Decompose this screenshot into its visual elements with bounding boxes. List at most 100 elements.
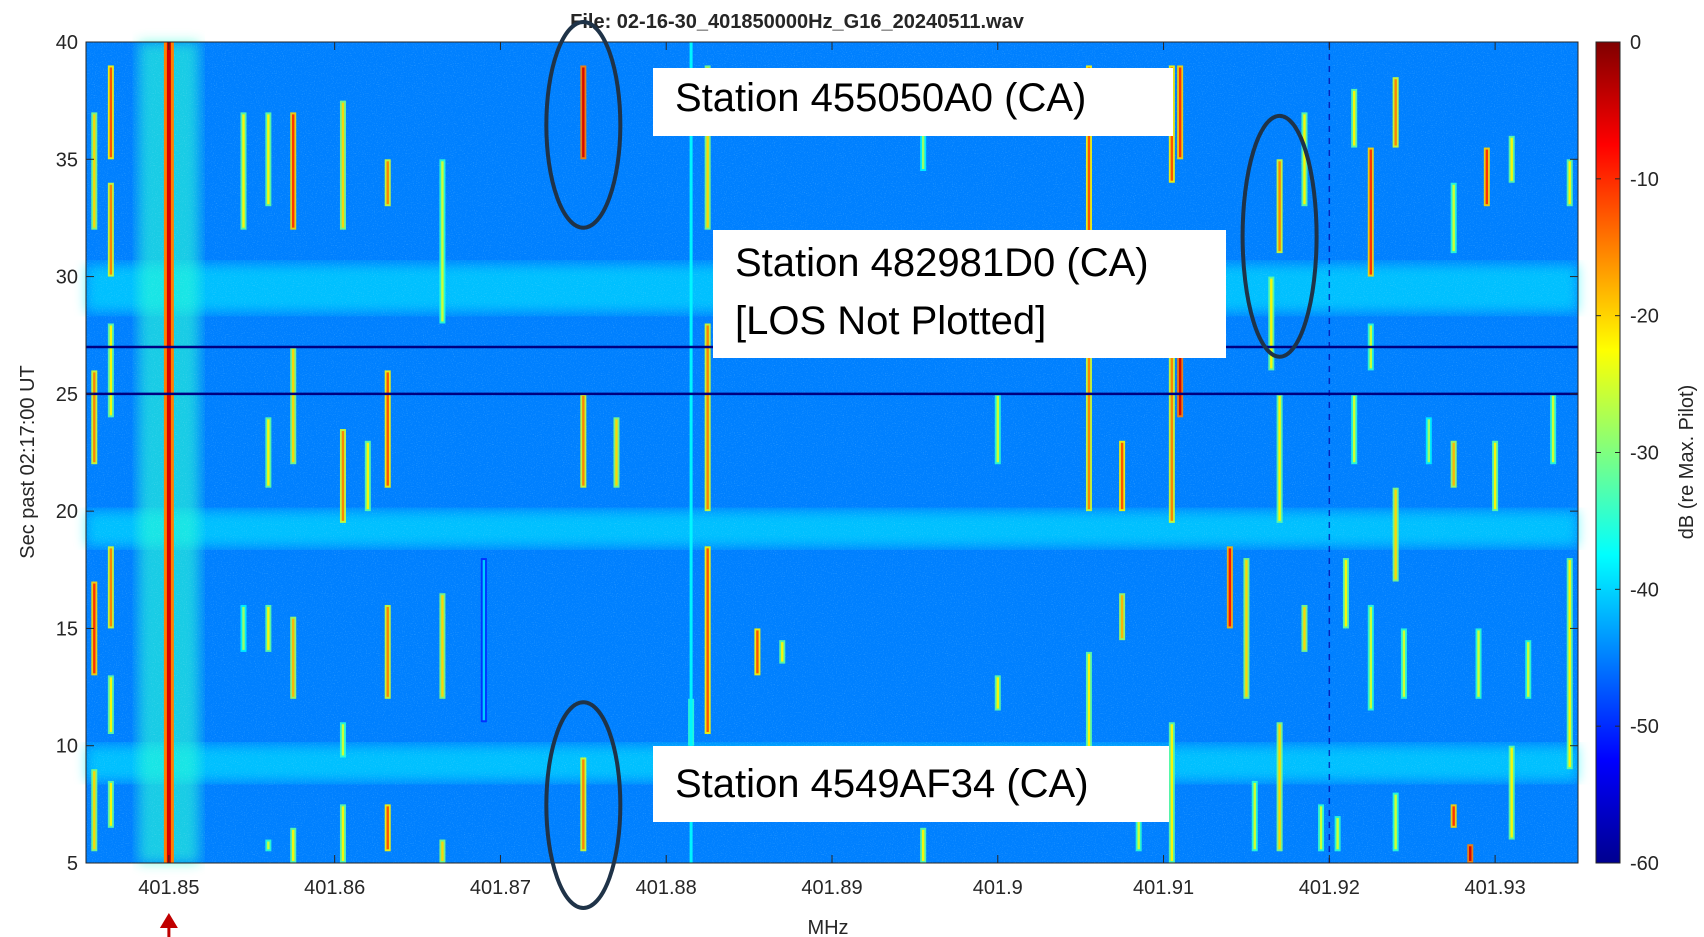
signal-trace-core [1278,395,1281,521]
signal-trace-core [921,829,925,861]
y-tick-label: 15 [56,618,78,640]
signal-trace-core [1353,90,1356,146]
signal-trace-core [109,677,113,732]
signal-trace-core [341,806,345,861]
signal-trace-core [1245,560,1248,697]
y-axis: 5 10 15 20 25 30 35 40 [56,32,1578,875]
annotation-station-455050a0: Station 455050A0 (CA) [653,68,1173,136]
signal-trace-core [1303,606,1306,650]
annotation-station-482981d0: Station 482981D0 (CA) [LOS Not Plotted] [713,230,1226,358]
signal-trace-core [109,184,113,275]
signal-trace-core [1178,67,1182,158]
x-tick-label: 401.87 [470,877,531,899]
signal-trace-core [1452,184,1455,252]
signal-trace-core [1394,489,1397,580]
signal-trace-core [1087,325,1091,510]
annotation-ellipse [544,20,623,230]
signal-trace-core [996,677,999,709]
signal-trace-core [1568,560,1571,768]
signal-trace-core [1510,137,1513,181]
signal-trace-core [1452,442,1455,486]
signal-trace-core [242,114,245,228]
colorbar-tick-label: -40 [1630,579,1659,601]
signal-trace-core [109,325,113,416]
signal-trace-core [1319,806,1323,850]
signal-trace-core [1278,161,1281,252]
colorbar-tick-label: -60 [1630,853,1659,875]
signal-trace-core [582,67,585,158]
colorbar-tick-label: -30 [1630,443,1659,465]
annotation-text: Station 482981D0 (CA) [735,241,1149,285]
carrier-line [689,42,693,863]
signal-trace-core [756,630,759,674]
y-tick-label: 40 [56,32,78,54]
signal-trace-core [1120,442,1124,510]
signal-trace-core [93,114,96,228]
signal-trace-core [242,606,245,650]
x-tick-label: 401.85 [138,877,199,899]
signal-trace-core [267,606,270,650]
signal-trace-core [341,102,345,228]
signal-trace-core [1369,149,1372,275]
signal-trace-core [341,431,345,521]
signal-trace-core [1493,442,1497,510]
colorbar-tick-label: -10 [1630,169,1659,191]
colorbar-tick-label: 0 [1630,32,1641,54]
signal-trace-core [1427,419,1430,463]
annotation-ellipse [544,700,623,911]
y-tick-label: 25 [56,384,78,406]
signal-trace-core [292,348,295,463]
colorbar-tick-label: -20 [1630,306,1659,328]
x-tick-label: 401.88 [636,877,697,899]
signal-trace-core [706,548,709,732]
signal-trace-core [582,395,585,486]
signal-trace-core [1369,606,1372,709]
x-axis: 401.85 401.86 401.87 401.88 401.89 401.9 401.9… [138,42,1526,899]
signal-trace-core [1527,642,1530,697]
signal-trace-core [93,771,96,850]
signal-trace-core [1568,161,1571,205]
signal-trace-core [706,67,709,228]
signal-trace-core [1452,806,1455,826]
signal-trace-core [267,114,270,205]
signal-trace-core [93,583,96,674]
signal-trace-core [996,395,999,463]
annotation-text: Station 455050A0 (CA) [675,76,1087,120]
colorbar-label: dB (re Max. Pilot) [1676,385,1698,539]
annotation-subtext: [LOS Not Plotted] [735,299,1047,343]
signal-trace-core [615,419,618,486]
signal-trace-core [1253,782,1256,850]
signal-trace-core [1394,79,1397,146]
signal-trace-core [1178,325,1182,416]
annotation-ellipse [1240,113,1319,359]
signal-trace-core [706,325,709,510]
signal-trace-core [1402,630,1406,697]
signal-trace-core [386,161,389,205]
x-tick-label: 401.86 [304,877,365,899]
signal-trace-core [1170,724,1174,861]
signal-trace-core [109,548,113,627]
signal-trace-core [386,606,389,697]
colorbar-tick-label: -50 [1630,716,1659,738]
y-tick-label: 35 [56,149,78,171]
signal-trace-core [1278,724,1281,850]
signal-trace-core [1087,67,1091,275]
y-axis-label: Sec past 02:17:00 UT [17,365,39,558]
y-tick-label: 5 [67,853,78,875]
signal-trace-core [1120,595,1124,639]
annotation-ellipses [544,20,1319,911]
signal-trace-core [109,782,113,826]
colorbar: 0 -10 -20 -30 -40 -50 -60 [1595,32,1659,875]
signal-trace-core [441,841,444,861]
signal-trace-core [386,806,389,850]
signal-trace-core [366,442,370,510]
x-tick-label: 401.93 [1465,877,1526,899]
pilot-tone-trace [166,42,171,863]
signal-trace-core [582,759,585,850]
signal-trace-core [267,841,270,850]
x-tick-label: 401.91 [1133,877,1194,899]
signal-trace-core [341,724,345,756]
signal-traces [91,42,1573,863]
